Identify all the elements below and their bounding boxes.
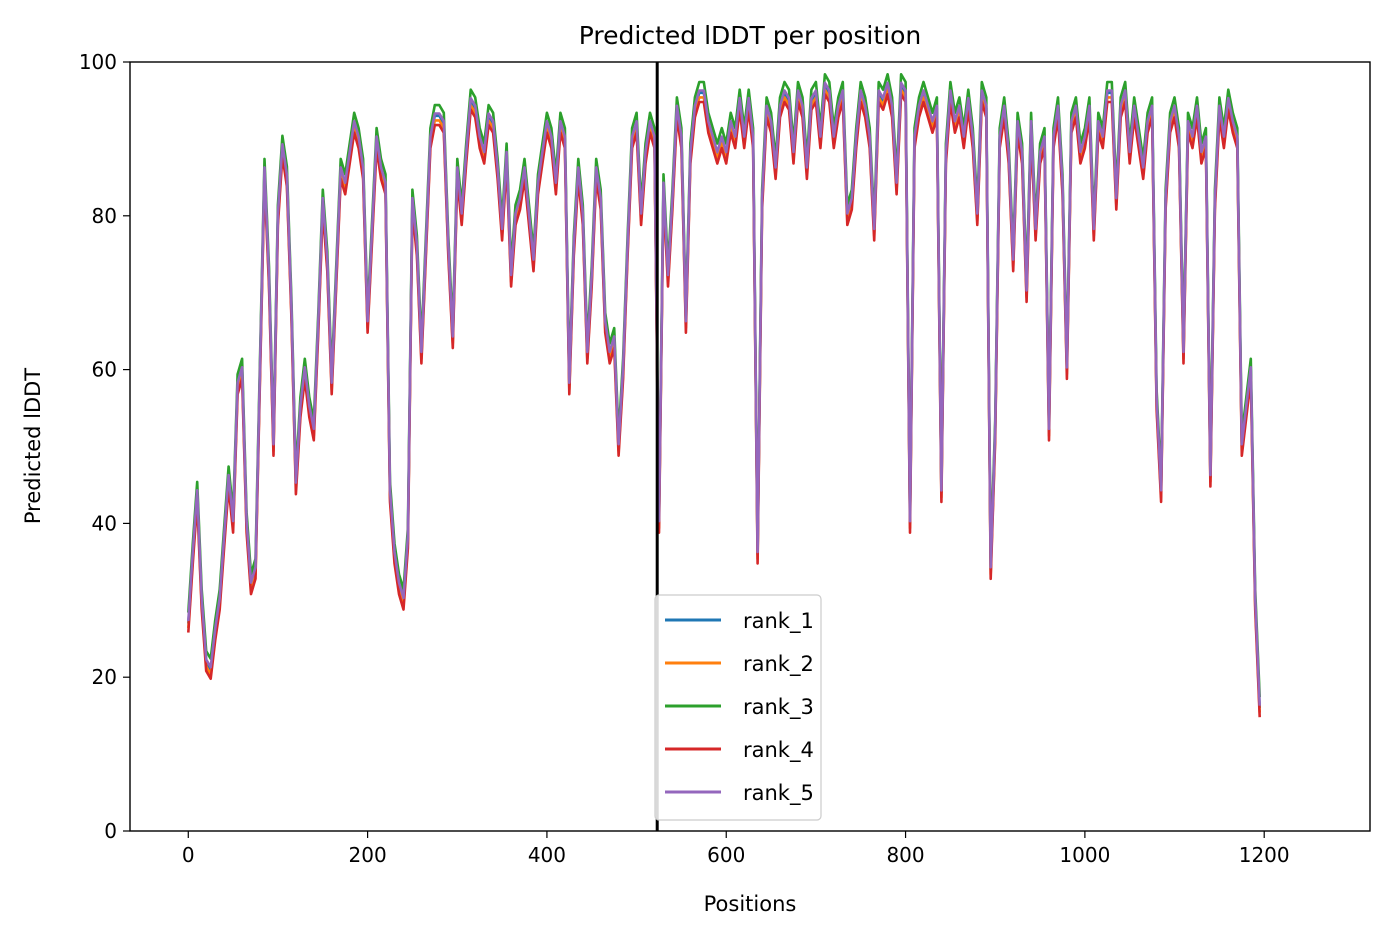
x-tick-label: 1000 bbox=[1059, 843, 1110, 867]
plot-area-frame bbox=[129, 61, 1371, 832]
legend-label: rank_3 bbox=[743, 695, 814, 720]
x-tick-label: 1200 bbox=[1239, 843, 1290, 867]
legend-box bbox=[654, 594, 822, 821]
y-axis-ticks: 0 20 40 60 80 100 bbox=[79, 50, 130, 843]
y-tick-label: 100 bbox=[79, 50, 117, 74]
legend-label: rank_5 bbox=[743, 781, 814, 806]
y-tick-label: 40 bbox=[92, 511, 117, 535]
chart-title: Predicted lDDT per position bbox=[579, 21, 921, 50]
y-tick-label: 20 bbox=[92, 665, 117, 689]
legend: rank_1 rank_2 rank_3 rank_4 rank_5 bbox=[654, 594, 822, 821]
x-tick-label: 0 bbox=[182, 843, 195, 867]
x-tick-label: 200 bbox=[349, 843, 387, 867]
x-tick-label: 800 bbox=[886, 843, 924, 867]
y-tick-label: 60 bbox=[92, 358, 117, 382]
x-axis-title: Positions bbox=[704, 892, 797, 916]
x-axis-ticks: 0 200 400 600 800 1000 1200 bbox=[182, 831, 1290, 867]
legend-label: rank_2 bbox=[743, 652, 814, 677]
legend-label: rank_4 bbox=[743, 738, 814, 763]
y-tick-label: 80 bbox=[92, 204, 117, 228]
y-axis-title: Predicted lDDT bbox=[21, 368, 45, 524]
legend-label: rank_1 bbox=[743, 609, 814, 634]
series-line-rank_5 bbox=[187, 81, 1261, 706]
x-tick-label: 600 bbox=[707, 843, 745, 867]
y-tick-label: 0 bbox=[104, 819, 117, 843]
x-tick-label: 400 bbox=[528, 843, 566, 867]
series-layer bbox=[187, 73, 1261, 718]
